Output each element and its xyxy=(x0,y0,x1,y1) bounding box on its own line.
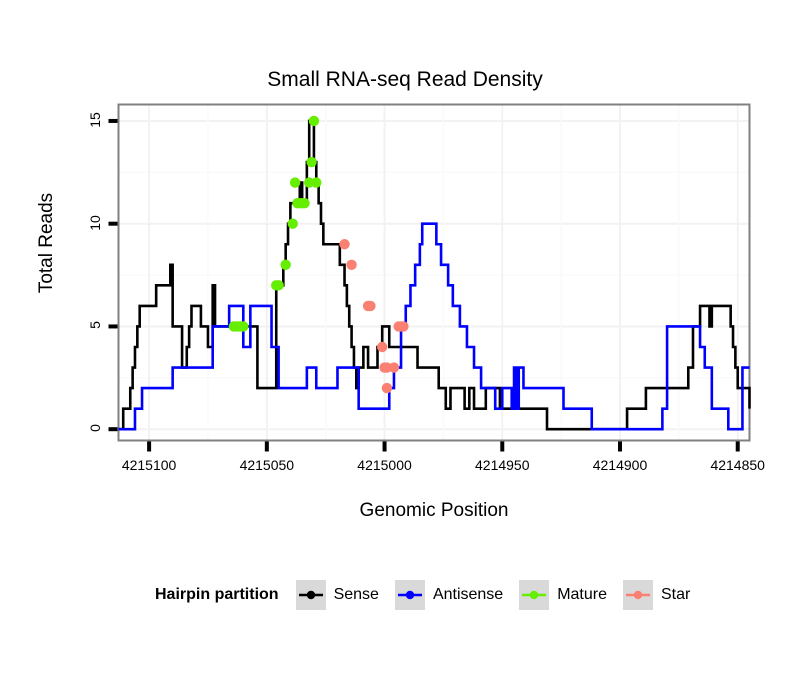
marker-mature xyxy=(280,259,291,270)
marker-star xyxy=(377,341,388,353)
marker-mature xyxy=(306,156,317,168)
series-line-sense xyxy=(118,119,751,431)
legend-entry-mature[interactable]: Mature xyxy=(519,580,619,610)
axis-ticks xyxy=(108,118,740,452)
marker-mature xyxy=(308,115,320,127)
y-tick-label: 15 xyxy=(86,112,103,128)
legend-label-sense: Sense xyxy=(333,586,379,603)
legend-entry-star[interactable]: Star xyxy=(623,580,702,610)
data-markers-layer xyxy=(228,115,409,394)
plot-panel-border xyxy=(117,103,751,442)
legend-entry-sense[interactable]: Sense xyxy=(295,580,391,610)
marker-mature xyxy=(273,280,284,291)
y-tick-label: 5 xyxy=(86,321,103,330)
marker-star xyxy=(381,382,393,394)
x-tick-label: 4214900 xyxy=(592,456,648,473)
x-tick-label: 4214850 xyxy=(710,456,765,473)
legend-entries: Sense Antisense Mature Star xyxy=(295,580,707,610)
marker-star xyxy=(339,239,350,250)
legend-key-sense-icon xyxy=(295,580,326,610)
x-tick-label: 4215050 xyxy=(239,456,295,473)
x-tick-label: 4215000 xyxy=(357,456,412,473)
legend-key-star-icon xyxy=(623,580,653,610)
legend-title: Hairpin partition xyxy=(155,586,279,603)
series-line-antisense xyxy=(118,222,750,431)
y-tick-label: 0 xyxy=(86,424,103,433)
marker-mature xyxy=(287,218,298,229)
gridlines xyxy=(118,104,750,441)
marker-mature xyxy=(289,177,301,188)
x-tick-label: 4215100 xyxy=(121,456,177,473)
legend-label-mature: Mature xyxy=(557,586,607,603)
legend-label-antisense: Antisense xyxy=(432,586,504,603)
x-axis-label: Genomic Position xyxy=(359,500,509,521)
legend-entry-antisense[interactable]: Antisense xyxy=(394,580,515,610)
marker-mature xyxy=(311,177,322,188)
chart-title: Small RNA-seq Read Density xyxy=(267,68,543,91)
marker-star xyxy=(388,362,400,373)
marker-star xyxy=(365,300,376,312)
x-tick-label: 4214950 xyxy=(475,456,530,473)
marker-star xyxy=(398,321,409,332)
y-tick-label: 10 xyxy=(86,214,103,231)
marker-mature xyxy=(299,197,310,209)
legend-label-star: Star xyxy=(661,586,691,603)
legend-key-mature-icon xyxy=(519,580,550,610)
legend: Hairpin partition Sense Antisense Mature St… xyxy=(155,578,706,612)
marker-mature xyxy=(238,321,249,332)
data-series-layer xyxy=(118,119,751,431)
legend-key-antisense-icon xyxy=(394,580,425,610)
marker-star xyxy=(346,259,357,270)
